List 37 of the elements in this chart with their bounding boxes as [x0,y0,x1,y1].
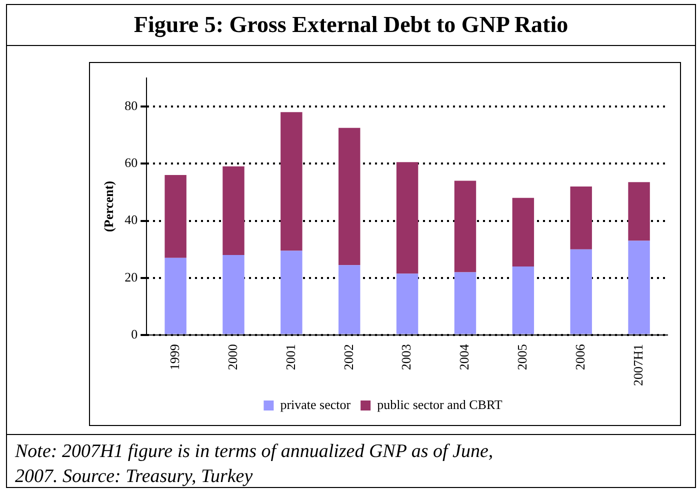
bar [454,180,476,272]
bar [164,258,186,334]
x-tick-label: 2002 [340,344,356,370]
y-tick-label: 80 [124,98,138,113]
x-tick-label: 2004 [456,344,472,370]
y-tick-label: 40 [124,212,138,228]
y-tick-label: 0 [131,326,138,342]
x-tick-label: 2005 [514,344,530,370]
y-axis-title: (Percent) [101,180,116,232]
bar [570,249,592,334]
bar [338,265,360,334]
legend-label: public sector and CBRT [377,396,502,412]
bar [396,162,418,274]
text: Note: 2007H1 figure is in terms of annualized GNP as of June, 2007. Source: Treasury, Turkey [15,440,494,489]
bar [280,112,302,251]
bar [280,250,302,334]
bar [222,166,244,256]
bar [628,182,650,241]
x-tick-label: 2000 [224,344,240,370]
y-tick-label: 60 [124,154,138,170]
bar [454,272,476,334]
x-tick-label: 2001 [282,344,298,370]
x-tick-label: 2006 [572,344,588,370]
bar [570,186,592,250]
bar [628,240,650,334]
bar [222,255,244,334]
x-tick-label: 2003 [398,344,414,370]
bar [512,266,534,334]
bar [512,198,534,266]
x-tick-label: 2007H1 [630,344,646,386]
x-tick-label: 1999 [166,344,182,370]
y-tick-label: 20 [124,269,138,284]
legend-label: private sector [280,396,352,412]
bar [164,175,186,258]
bar [338,128,360,266]
bar [396,274,418,334]
chart-title: Figure 5: Gross External Debt to GNP Ratio [7,5,695,46]
